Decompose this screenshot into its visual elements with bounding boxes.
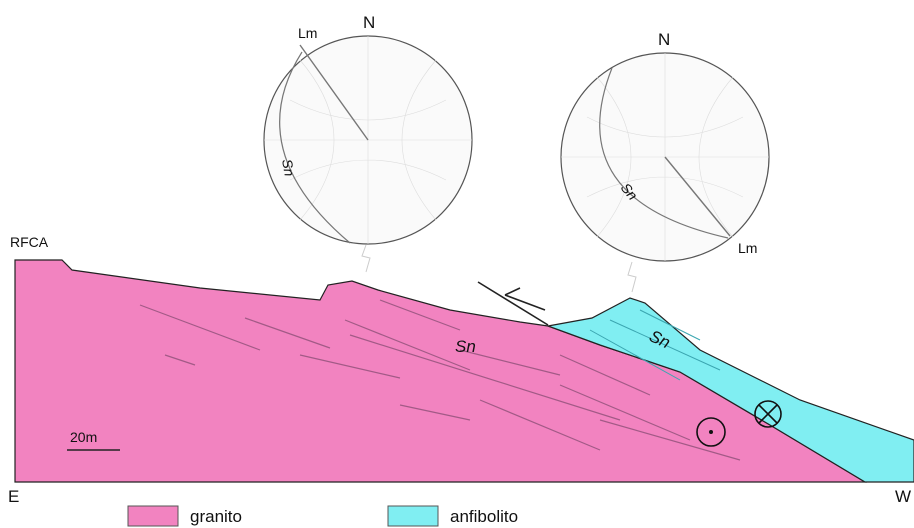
amphibolite-traces <box>589 309 721 381</box>
lineation-label: Lm <box>738 240 757 256</box>
stereonet <box>560 52 770 293</box>
scale-label: 20m <box>70 429 97 445</box>
lineation-label: Lm <box>298 25 317 41</box>
legend-swatch <box>387 505 439 527</box>
foliation-label: Sn <box>455 337 476 356</box>
north-label: N <box>363 13 375 32</box>
anfibolito-body <box>545 297 914 483</box>
legend-label: granito <box>190 507 242 526</box>
legend-label: anfibolito <box>450 507 518 526</box>
station-label: RFCA <box>10 234 49 250</box>
north-label: N <box>658 30 670 49</box>
legend-swatch <box>127 505 179 527</box>
stereonet <box>263 35 473 273</box>
shear-sense <box>477 281 549 326</box>
foliation-label: Sn <box>279 158 298 178</box>
right-label: W <box>895 487 911 506</box>
left-label: E <box>8 487 19 506</box>
dot-symbol <box>696 417 726 447</box>
cross-symbol <box>754 400 782 428</box>
foliation-traces <box>139 299 741 461</box>
